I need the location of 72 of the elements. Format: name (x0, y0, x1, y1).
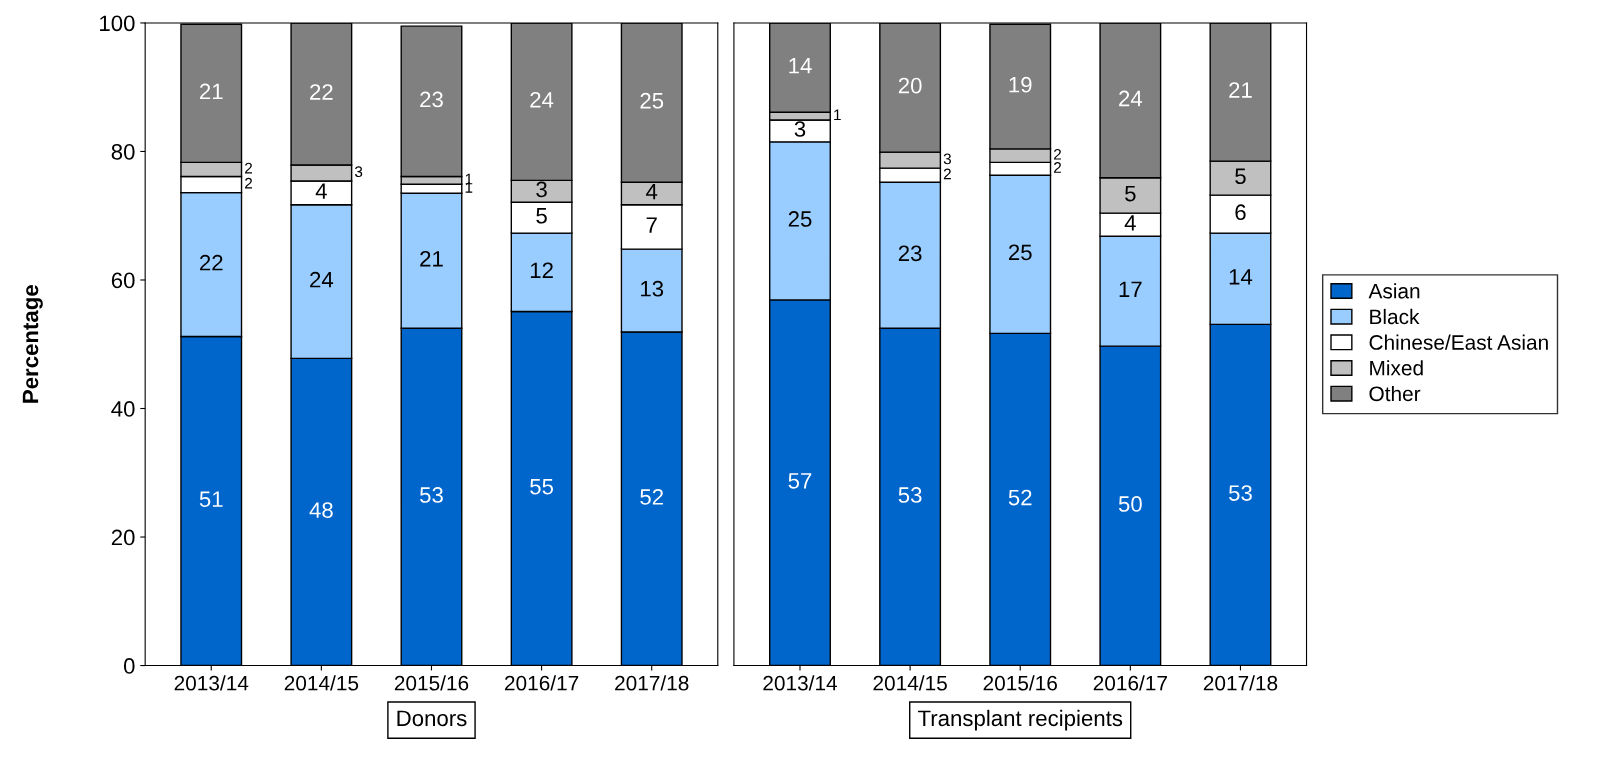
data-label: 13 (641, 280, 664, 297)
data-label: 14 (1229, 269, 1253, 285)
data-label: 51 (199, 491, 223, 508)
legend-label: Black (1370, 308, 1420, 325)
data-label: 55 (530, 478, 554, 495)
data-label: 20 (898, 77, 922, 94)
data-label: 57 (788, 473, 812, 489)
legend-label: Chinese/East Asian (1369, 334, 1548, 350)
y-tick-label: 20 (111, 529, 135, 546)
data-label: 52 (640, 489, 663, 505)
legend-label: Asian (1368, 283, 1420, 299)
data-label: 25 (1008, 244, 1032, 261)
data-label: 21 (420, 250, 443, 267)
text: Donors (397, 710, 467, 727)
data-label: 52 (1008, 489, 1032, 506)
data-label: 23 (898, 245, 922, 262)
data-label: 23 (420, 91, 443, 108)
data-label: 53 (420, 487, 443, 503)
data-label: 25 (788, 211, 812, 227)
data-label: 2 (245, 162, 253, 174)
data-label: 2 (943, 168, 951, 180)
data-label: 14 (789, 58, 812, 74)
data-label: 4 (646, 184, 658, 200)
x-tick-label: 2015/16 (983, 675, 1057, 691)
legend-label: Other (1369, 385, 1421, 402)
data-label: 21 (200, 83, 223, 100)
data-label: 25 (640, 92, 664, 109)
data-label: 2 (1054, 148, 1061, 160)
data-label: 22 (200, 254, 223, 271)
data-label: 3 (943, 153, 951, 165)
data-label: 2 (245, 177, 253, 189)
x-tick-label: 2016/17 (1093, 675, 1167, 691)
data-label: 5 (1235, 168, 1246, 185)
y-tick-label: 60 (111, 272, 135, 289)
data-label: 4 (1124, 215, 1136, 231)
data-label: 5 (536, 208, 547, 224)
x-tick-label: 2013/14 (174, 675, 249, 691)
x-tick-label: 2016/17 (504, 675, 579, 691)
x-tick-label: 2013/14 (763, 675, 838, 691)
data-label: 4 (315, 183, 327, 199)
data-label: 3 (794, 121, 806, 137)
data-label: 24 (1119, 90, 1143, 107)
data-label: 24 (310, 271, 334, 288)
data-label: 22 (310, 84, 333, 100)
y-axis-title: Percentage (22, 285, 43, 403)
x-tick-label: 2014/15 (284, 675, 359, 691)
data-label: 17 (1119, 281, 1142, 297)
data-label: 6 (1235, 204, 1246, 221)
data-label: 53 (898, 487, 922, 503)
x-tick-label: 2017/18 (1203, 675, 1278, 691)
data-label: 3 (354, 166, 363, 178)
data-label: 50 (1118, 496, 1142, 512)
data-label: 1 (834, 109, 841, 121)
data-label: 12 (530, 262, 553, 279)
x-tick-label: 2015/16 (394, 675, 469, 691)
data-label: 2 (1054, 162, 1061, 173)
data-label: 3 (536, 181, 547, 198)
x-tick-label: 2017/18 (615, 675, 689, 691)
data-label: 48 (309, 502, 333, 518)
data-label: 53 (1228, 485, 1252, 501)
x-tick-label: 2014/15 (873, 675, 947, 691)
data-label: 7 (646, 217, 657, 233)
data-label: 24 (530, 91, 554, 108)
legend-label: Mixed (1370, 360, 1423, 376)
data-label: 5 (1125, 185, 1136, 202)
y-tick-label: 80 (111, 144, 135, 160)
text: Transplant recipients (918, 709, 1123, 731)
y-tick-label: 40 (111, 401, 135, 417)
y-tick-label: 100 (100, 15, 135, 32)
data-label: 21 (1229, 82, 1252, 98)
y-tick-label: 0 (123, 658, 135, 674)
data-label: 19 (1009, 76, 1032, 93)
